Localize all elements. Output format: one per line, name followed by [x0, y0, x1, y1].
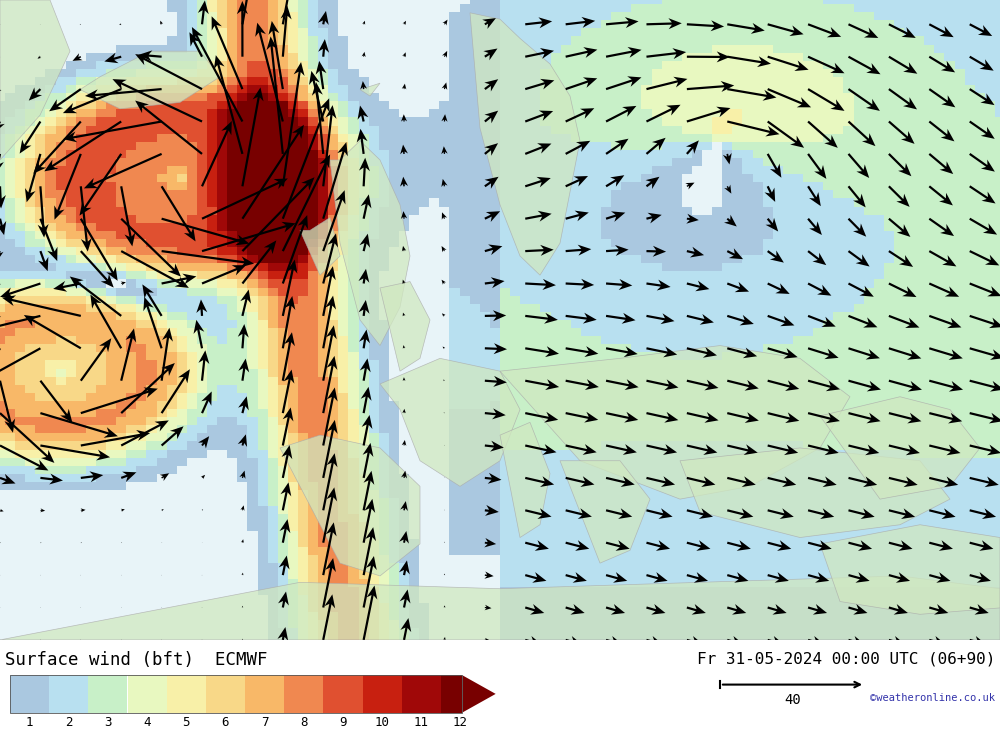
- Bar: [88, 675, 127, 712]
- Polygon shape: [560, 461, 650, 563]
- Text: 6: 6: [222, 716, 229, 729]
- Polygon shape: [680, 448, 950, 537]
- Bar: [284, 675, 323, 712]
- Polygon shape: [820, 397, 980, 499]
- Bar: [323, 675, 362, 712]
- Text: 10: 10: [375, 716, 390, 729]
- Bar: [206, 675, 245, 712]
- Bar: [167, 675, 206, 712]
- Text: 8: 8: [300, 716, 307, 729]
- Bar: [245, 675, 284, 712]
- Polygon shape: [80, 51, 220, 108]
- Text: 2: 2: [65, 716, 72, 729]
- Polygon shape: [462, 675, 496, 712]
- Bar: [402, 675, 441, 712]
- Text: 9: 9: [339, 716, 347, 729]
- Polygon shape: [360, 83, 380, 96]
- Bar: [10, 675, 462, 712]
- Bar: [128, 675, 167, 712]
- Polygon shape: [380, 358, 520, 486]
- Text: Fr 31-05-2024 00:00 UTC (06+90): Fr 31-05-2024 00:00 UTC (06+90): [697, 651, 995, 666]
- Polygon shape: [820, 525, 1000, 614]
- Bar: [10, 675, 49, 712]
- Polygon shape: [500, 345, 850, 499]
- Bar: [441, 675, 462, 712]
- Text: 5: 5: [182, 716, 190, 729]
- Bar: [362, 675, 402, 712]
- Polygon shape: [330, 141, 410, 345]
- Text: Surface wind (bft)  ECMWF: Surface wind (bft) ECMWF: [5, 651, 268, 669]
- Polygon shape: [0, 0, 70, 160]
- Polygon shape: [280, 435, 420, 576]
- Text: 12: 12: [453, 716, 468, 729]
- Polygon shape: [300, 218, 340, 275]
- Text: 3: 3: [104, 716, 112, 729]
- Text: 11: 11: [414, 716, 429, 729]
- Polygon shape: [380, 281, 430, 371]
- Text: 40: 40: [784, 693, 801, 707]
- Text: 4: 4: [143, 716, 151, 729]
- Polygon shape: [500, 422, 550, 537]
- Text: ©weatheronline.co.uk: ©weatheronline.co.uk: [870, 693, 995, 703]
- Polygon shape: [0, 576, 1000, 640]
- Bar: [49, 675, 88, 712]
- Text: 7: 7: [261, 716, 268, 729]
- Text: 1: 1: [26, 716, 33, 729]
- Polygon shape: [470, 12, 580, 275]
